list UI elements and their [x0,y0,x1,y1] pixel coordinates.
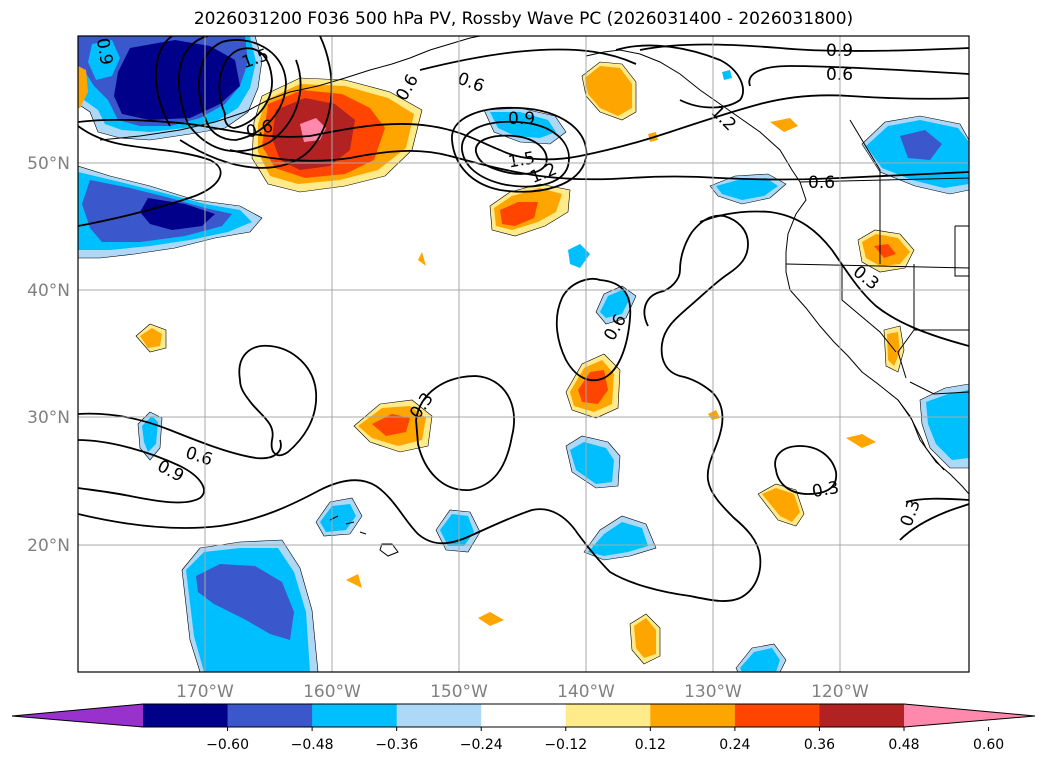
graticule [78,36,969,672]
contour-0p6-west [78,412,282,460]
positive-anomaly-small [770,118,798,132]
colorbar-tick-label: 0.12 [635,737,666,753]
lon-label-170w: 170°W [176,682,234,702]
axis-labels: 170°W 160°W 150°W 140°W 130°W 120°W 50°N… [27,154,869,702]
lon-label-150w: 150°W [430,682,488,702]
positive-anomaly-15n-137w [629,613,661,665]
negative-anomaly-mexico [919,383,969,469]
contour-0p6-central-south [555,277,632,382]
map-layers: 0.3 0.6 0.9 1.2 1.5 0.3 0.6 0.9 1.2 1.5 … [78,36,969,672]
colorbar-tick-label: −0.12 [544,737,587,753]
colorbar-tick-label: −0.60 [206,737,249,753]
lon-label-130w: 130°W [684,682,742,702]
contour-jet-upper [78,94,969,161]
negative-anomaly-28n-140w [565,435,621,489]
contour-1p2-central [461,120,570,188]
negative-anomaly-northeast [861,115,969,195]
contour-label: 0.3 [811,478,841,502]
colorbar-extend-high [904,704,1035,727]
map-frame [77,35,970,673]
colorbar-segment [143,704,229,727]
contour-0p3-far-southeast [905,497,969,503]
colorbar-segment [734,704,820,727]
positive-anomaly-west-small [135,323,167,353]
lat-label-20n: 20°N [27,536,70,556]
colorbar-segment [227,704,313,727]
contour-1p5-northwest [218,47,273,129]
colorbar-segment [819,704,905,727]
negative-anomaly-11n-126w [735,643,787,672]
pv-contours [78,36,969,602]
colorbar-fills [12,704,1035,727]
negative-anomaly-west-band [78,165,263,259]
contour-label: 0.9 [508,109,535,129]
contour-1p5-central [475,134,548,175]
colorbar-extend-low [12,704,143,727]
lon-label-120w: 120°W [811,682,869,702]
colorbar-tick-label: −0.48 [291,737,334,753]
contour-0p3-small-loop [774,445,838,495]
colorbar: −0.60 −0.48 −0.36 −0.24 −0.12 0.12 0.24 0.36 0.4… [11,703,1036,753]
negative-anomaly-tiny-2 [568,244,590,268]
lat-label-40n: 40°N [27,281,70,301]
colorbar-tick-label: 0.24 [719,737,750,753]
negative-anomaly-hawaii [315,497,363,537]
colorbar-segment [312,704,398,727]
colorbar-segment [650,704,736,727]
negative-anomaly-southwest [181,539,319,672]
colorbar-tick-label: 0.36 [804,737,835,753]
colorbar-tick-label: 0.60 [973,737,1004,753]
colorbar-segment [565,704,651,727]
lon-label-160w: 160°W [303,682,361,702]
positive-anomaly-interior-west [857,229,915,273]
contour-label: 1.5 [507,148,537,172]
lat-label-50n: 50°N [27,154,70,174]
contour-0p6-northeast [748,65,969,87]
map-title: 2026031200 F036 500 hPa PV, Rossby Wave … [193,9,854,29]
contour-1p2-northwest [198,39,287,141]
contour-0p3-loop-west [238,345,317,457]
positive-anomaly-tiny-5 [478,612,504,626]
positive-anomaly-30n-155w [353,399,433,453]
contour-0p6-north [419,48,637,71]
colorbar-ticks: −0.60 −0.48 −0.36 −0.24 −0.12 0.12 0.24 0.36 0.4… [206,727,1004,753]
negative-anomaly-39n-138w [595,285,637,325]
colorbar-segment [481,704,567,727]
negative-anomaly-bc-coast [709,173,787,205]
positive-anomaly-tiny-6 [346,574,362,588]
positive-anomaly-panhandle [581,61,637,121]
colorbar-tick-label: −0.24 [460,737,503,753]
colorbar-segment [396,704,482,727]
lon-label-140w: 140°W [557,682,615,702]
contour-0p3-southeast [899,503,969,541]
negative-anomaly-tiny [722,70,732,80]
contour-0p6-northwest [155,36,333,169]
contour-jet-lower [78,125,222,227]
colorbar-outline [11,703,1036,728]
contour-0p9-northeast [639,43,969,52]
contour-label: 0.9 [92,37,116,67]
positive-anomaly-central [489,183,571,237]
colorbar-tick-label: 0.48 [888,737,919,753]
negative-anomaly-20n-137w [583,515,657,561]
contour-0p6-loop-central [643,291,661,327]
contour-0p3-central-south [415,375,515,491]
contour-0p9-northwest [177,36,302,153]
positive-anomaly-tiny-3 [846,434,876,448]
positive-anomaly-tiny-7 [418,252,426,266]
contour-label: 0.6 [808,173,835,193]
positive-anomaly-23n-124w [757,483,805,527]
lat-label-30n: 30°N [27,408,70,428]
contour-0p9-west [78,439,205,504]
colorbar-tick-label: −0.36 [375,737,418,753]
contour-0p3-east [699,210,969,347]
contour-0p3-southwest [78,214,762,602]
